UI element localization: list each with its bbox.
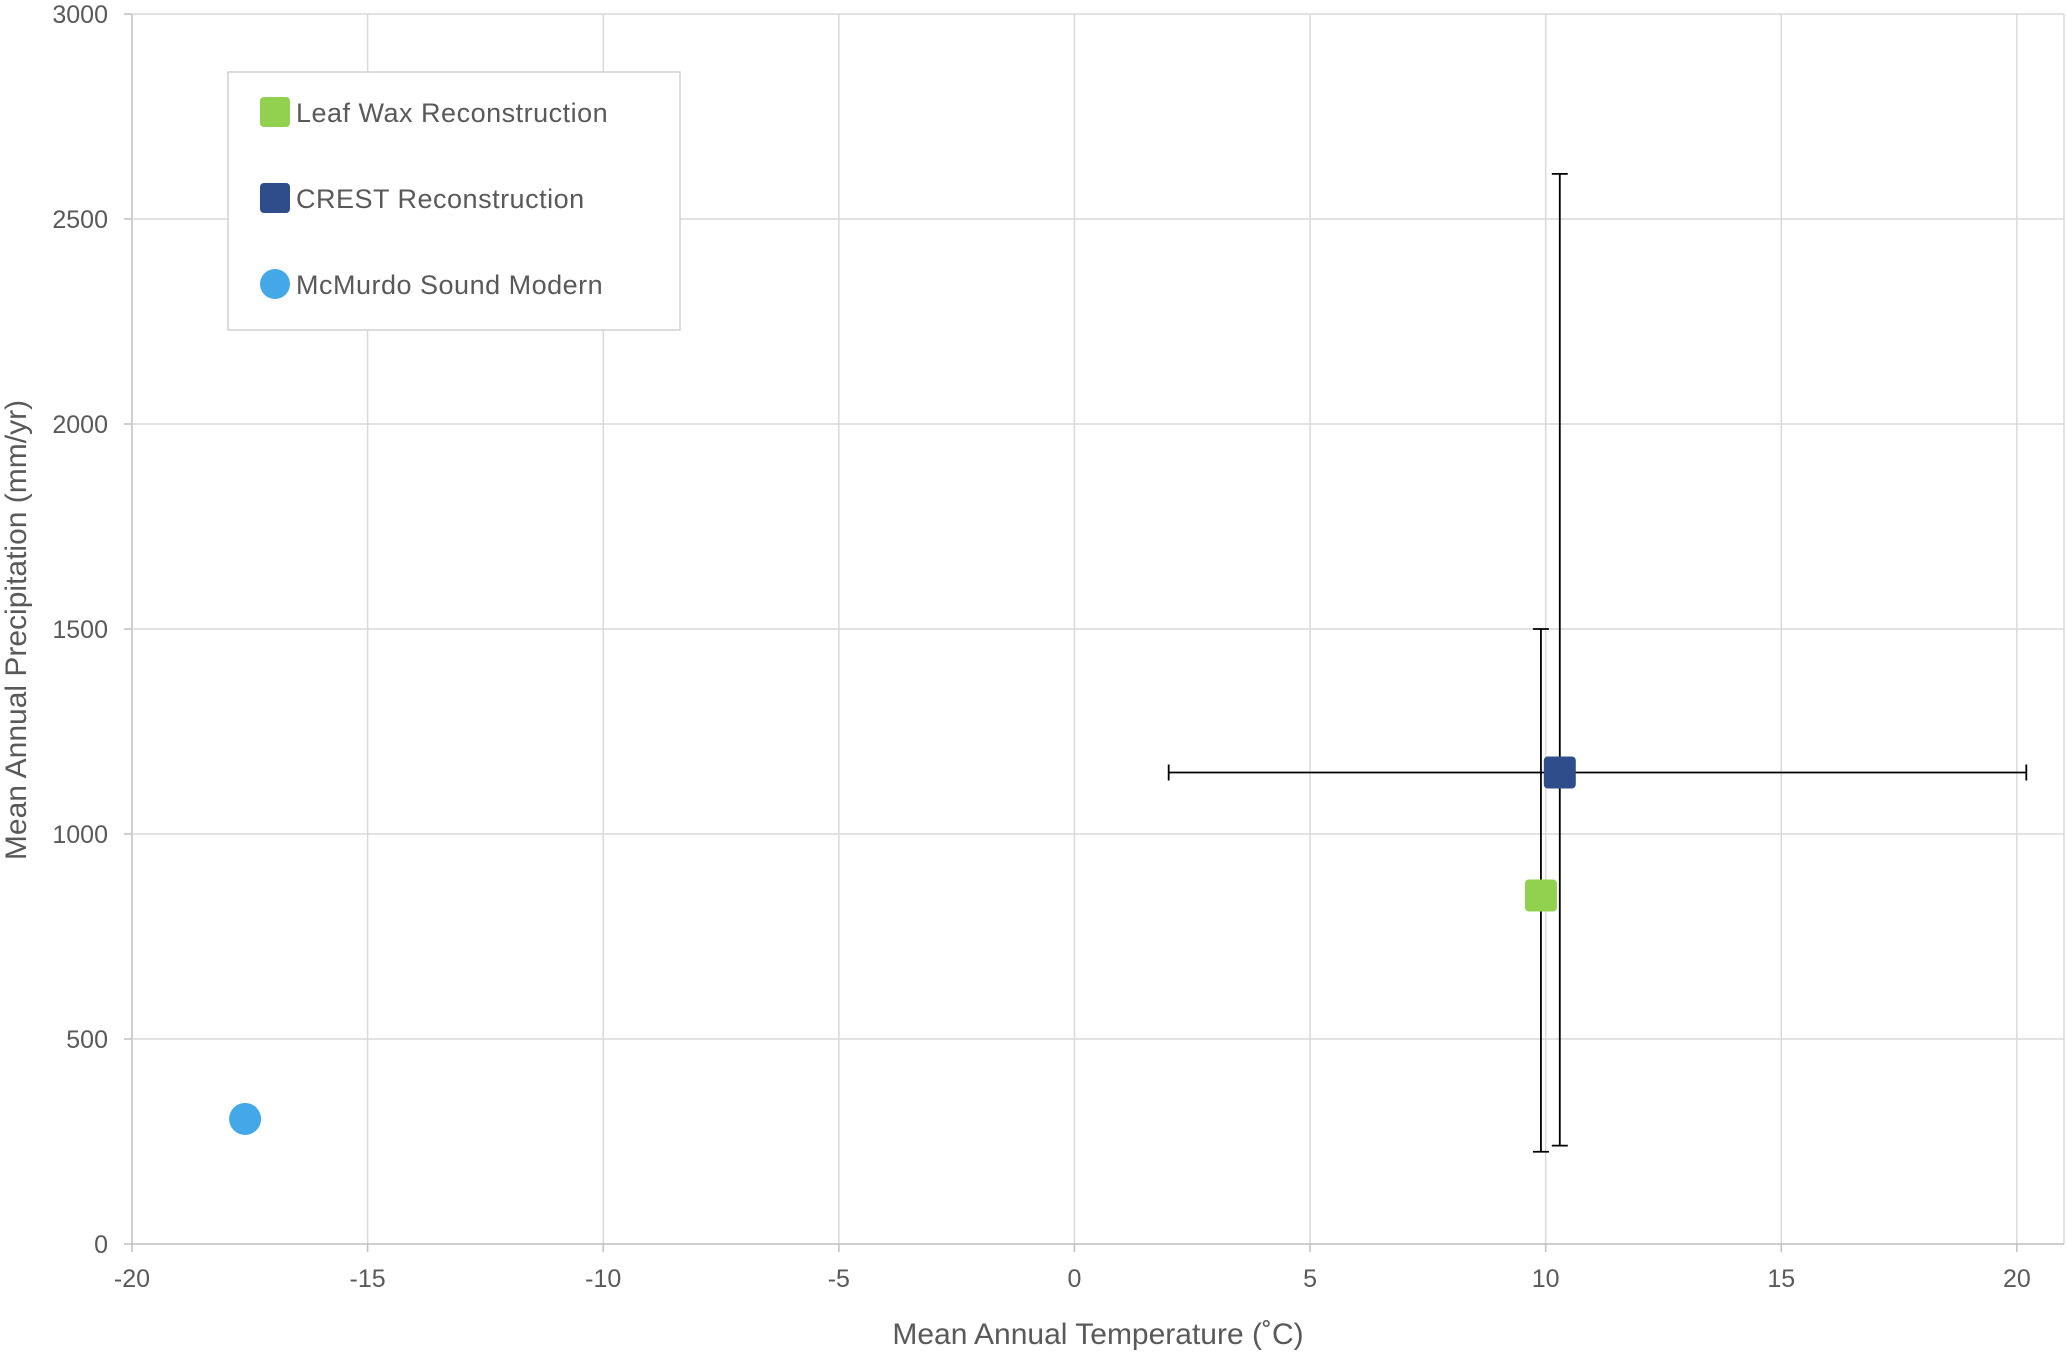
y-tick-label: 3000 [52,1,108,29]
x-tick-label: 15 [1767,1265,1795,1293]
data-points [229,756,1576,1135]
legend-marker [260,269,290,299]
legend-label: McMurdo Sound Modern [296,270,603,300]
y-tick-label: 2000 [52,411,108,439]
y-tick-label: 500 [66,1026,108,1054]
y-tick-label: 0 [94,1231,108,1259]
x-tick-label: -15 [350,1265,386,1293]
legend-label: CREST Reconstruction [296,184,585,214]
y-tick-label: 2500 [52,206,108,234]
x-axis-label: Mean Annual Temperature (˚C) [892,1318,1303,1351]
legend-box [227,71,681,331]
y-axis-label: Mean Annual Precipitation (mm/yr) [0,400,33,860]
legend: Leaf Wax Reconstruction CREST Reconstruct… [227,71,681,331]
x-tick-label: -10 [585,1265,621,1293]
y-tick-label: 1000 [52,821,108,849]
error-bars [1167,172,2028,1153]
grid [131,13,2065,1245]
legend-marker [260,97,290,127]
x-tick-label: 0 [1067,1265,1081,1293]
data-point-mcmurdo-sound-modern [229,1102,262,1135]
data-point-leaf-wax-reconstruction [1524,879,1557,912]
x-tick-label: -20 [114,1265,150,1293]
legend-label: Leaf Wax Reconstruction [296,98,608,128]
legend-marker [260,183,290,213]
x-tick-label: 5 [1303,1265,1317,1293]
axes: -20 -15 -10 -5 0 5 10 15 20 0 500 1000 1500 2000 2500 3… [52,1,2030,1293]
x-tick-label: 20 [2003,1265,2031,1293]
x-tick-label: -5 [828,1265,850,1293]
y-tick-label: 1500 [52,616,108,644]
x-tick-label: 10 [1532,1265,1560,1293]
data-point-crest-reconstruction [1543,756,1576,789]
